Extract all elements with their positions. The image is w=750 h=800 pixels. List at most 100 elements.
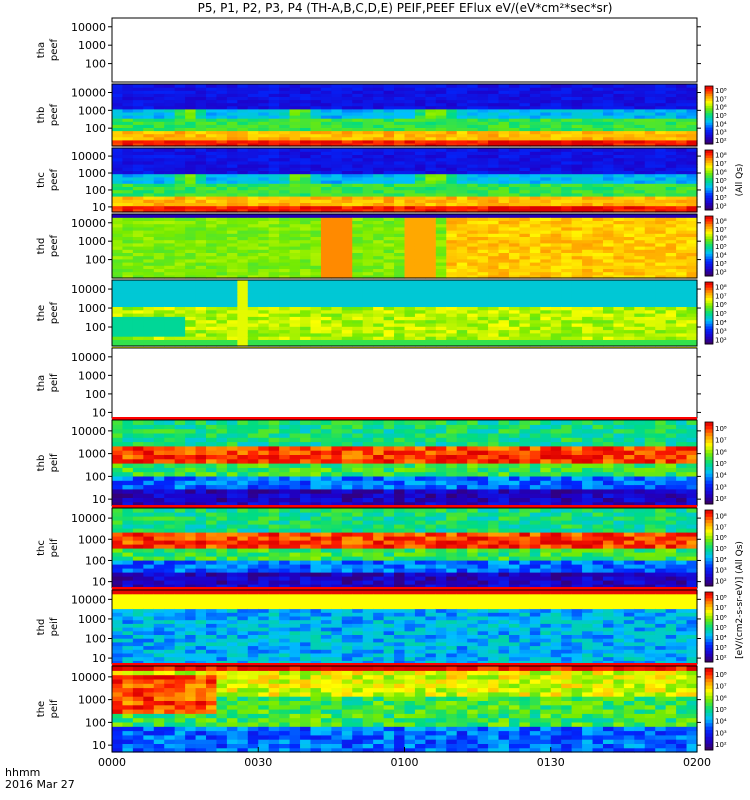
heatmap-cell — [216, 186, 228, 191]
heatmap-cell — [623, 239, 635, 244]
heatmap-cell — [122, 115, 134, 119]
heatmap-cell — [592, 339, 604, 344]
heatmap-cell — [237, 339, 249, 344]
heatmap-cell — [467, 108, 479, 113]
heatmap-cell — [477, 252, 489, 257]
heatmap-cell — [477, 214, 489, 218]
heatmap-cell — [498, 170, 510, 175]
heatmap-cell — [602, 217, 615, 221]
heatmap-cell — [174, 180, 186, 184]
heatmap-cell — [665, 118, 677, 122]
heatmap-cell — [310, 326, 322, 331]
heatmap-cell — [592, 124, 604, 128]
heatmap-cell — [226, 118, 238, 122]
heatmap-cell — [300, 164, 312, 168]
heatmap-cell — [676, 236, 688, 241]
heatmap-cell — [561, 139, 573, 144]
heatmap-cell — [122, 306, 134, 311]
heatmap-cell — [477, 319, 489, 324]
heatmap-cell — [623, 249, 635, 253]
colorbar-swatch — [705, 197, 713, 201]
heatmap-cell — [540, 130, 552, 135]
heatmap-cell — [320, 336, 332, 340]
colorbar-swatch — [705, 100, 713, 104]
heatmap-cell — [258, 105, 270, 110]
heatmap-cell — [310, 246, 322, 250]
colorbar-swatch — [705, 297, 713, 301]
heatmap-cell — [268, 105, 280, 110]
heatmap-cell — [279, 316, 291, 321]
heatmap-cell — [592, 173, 604, 178]
colorbar-swatch — [705, 261, 713, 264]
heatmap-cell — [477, 309, 489, 314]
heatmap-cell — [320, 208, 332, 213]
heatmap-cell — [122, 139, 134, 144]
heatmap-cell — [226, 441, 238, 447]
heatmap-cell — [300, 271, 312, 276]
heatmap-cell — [414, 124, 426, 128]
heatmap-cell — [665, 271, 677, 276]
heatmap-cell — [341, 102, 353, 107]
heatmap-cell — [320, 121, 332, 125]
heatmap-cell — [331, 108, 343, 113]
heatmap-cell — [446, 136, 458, 141]
colorbar-swatch — [705, 216, 713, 219]
heatmap-cell — [268, 199, 280, 203]
heatmap-cell — [352, 164, 364, 168]
heatmap-cell — [623, 205, 635, 210]
heatmap-cell — [582, 322, 594, 327]
heatmap-cell — [519, 214, 531, 218]
heatmap-cell — [352, 102, 364, 107]
heatmap-cell — [132, 180, 144, 184]
heatmap-cell — [185, 148, 197, 152]
heatmap-cell — [216, 118, 228, 122]
heatmap-cell — [153, 133, 165, 138]
heatmap-cell — [279, 205, 291, 210]
heatmap-cell — [247, 342, 259, 347]
heatmap-cell — [582, 262, 594, 266]
heatmap-cell — [488, 274, 500, 279]
heatmap-cell — [362, 258, 374, 263]
heatmap-cell — [456, 173, 468, 178]
heatmap-cell — [258, 192, 270, 197]
heatmap-cell — [488, 220, 500, 225]
heatmap-cell — [237, 441, 249, 447]
heatmap-cell — [383, 199, 395, 203]
heatmap-cell — [686, 192, 698, 197]
heatmap-cell — [582, 242, 594, 247]
heatmap-cell — [561, 306, 573, 311]
heatmap-cell — [498, 332, 510, 337]
heatmap-cell — [289, 115, 301, 119]
heatmap-cell — [686, 142, 698, 147]
heatmap-cell — [602, 96, 615, 101]
heatmap-cell — [195, 242, 207, 247]
heatmap-cell — [446, 274, 458, 279]
heatmap-cell — [676, 296, 688, 301]
heatmap-cell — [216, 322, 228, 327]
heatmap-cell — [676, 249, 688, 253]
heatmap-cell — [634, 130, 646, 135]
heatmap-cell — [268, 167, 280, 171]
heatmap-cell — [373, 118, 385, 122]
heatmap-cell — [258, 480, 270, 486]
heatmap-cell — [561, 108, 573, 113]
heatmap-cell — [362, 280, 374, 284]
heatmap-cell — [132, 127, 144, 132]
heatmap-cell — [529, 111, 541, 116]
heatmap-cell — [414, 289, 426, 294]
heatmap-cell — [425, 299, 437, 304]
heatmap-cell — [414, 303, 426, 307]
heatmap-cell — [300, 105, 312, 110]
heatmap-cell — [477, 87, 489, 91]
heatmap-cell — [206, 246, 218, 250]
heatmap-cell — [404, 242, 416, 247]
heatmap-cell — [613, 249, 625, 253]
heatmap-cell — [404, 167, 416, 171]
heatmap-cell — [185, 151, 197, 155]
heatmap-cell — [477, 226, 489, 231]
heatmap-cell — [529, 205, 541, 210]
heatmap-cell — [112, 99, 124, 104]
colorbar-frame — [704, 281, 714, 345]
